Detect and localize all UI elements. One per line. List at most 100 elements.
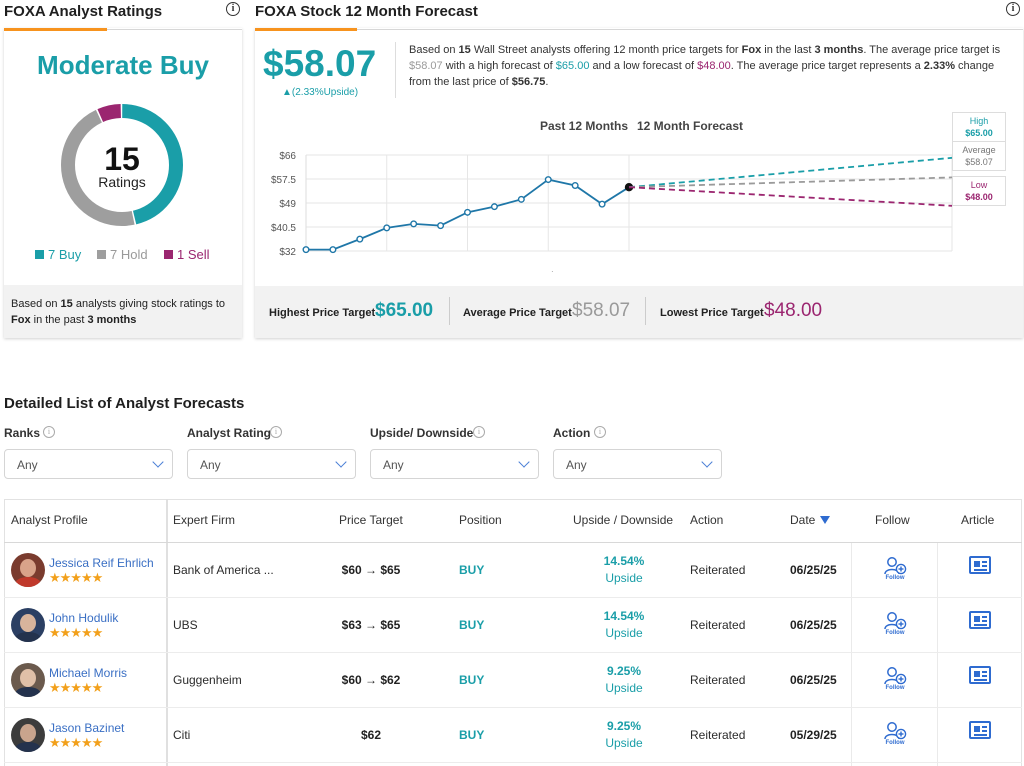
y-tick-label: $49 xyxy=(279,199,296,210)
avg-label: Average xyxy=(962,145,996,155)
legend-sell: 1 Sell xyxy=(164,247,210,262)
price-point xyxy=(571,181,579,189)
desc-company: Fox xyxy=(741,44,762,56)
x-tick-month: May xyxy=(943,271,962,272)
action: Reiterated xyxy=(690,563,746,577)
follow-user-icon xyxy=(884,612,907,630)
forecast-low-line xyxy=(628,186,953,207)
desc-analysts: 15 xyxy=(458,44,471,56)
filter-label-action: Action xyxy=(553,426,591,440)
chevron-down-icon xyxy=(335,456,347,468)
desc-text: . xyxy=(545,76,549,88)
y-tick-label: $40.5 xyxy=(271,223,296,234)
date: 06/25/25 xyxy=(790,618,837,632)
header-date[interactable]: Date xyxy=(790,513,816,527)
action: Reiterated xyxy=(690,728,746,742)
avatar[interactable] xyxy=(11,608,45,642)
expert-firm[interactable]: Bank of America ... xyxy=(173,563,274,577)
desc-text: . The average price target represents a xyxy=(730,60,921,72)
price-point xyxy=(517,195,525,203)
consensus-rating: Moderate Buy xyxy=(37,50,209,80)
price-target: $62 xyxy=(360,728,382,742)
date: 06/25/25 xyxy=(790,673,837,687)
info-icon[interactable]: i xyxy=(270,426,282,438)
average-price: $58.07 xyxy=(263,43,377,84)
avatar[interactable] xyxy=(11,553,45,587)
desc-months: 3 months xyxy=(814,44,864,56)
filter-label-ranks: Ranks xyxy=(4,426,41,440)
header-price-target[interactable]: Price Target xyxy=(339,513,403,527)
desc-last-price: $56.75 xyxy=(511,76,546,88)
filter-updown-dropdown[interactable]: Any xyxy=(370,449,539,479)
avatar[interactable] xyxy=(11,663,45,697)
legend-hold-label: 7 Hold xyxy=(110,247,148,262)
star-rating: ★★★★★ xyxy=(49,570,103,585)
filter-action-value: Any xyxy=(566,458,587,472)
forecast-panel-accent xyxy=(255,28,357,31)
row-divider xyxy=(4,652,1022,653)
low-label-box: Low $48.00 xyxy=(952,176,1006,206)
follow-label: Follow xyxy=(885,740,905,746)
article-icon[interactable] xyxy=(969,611,991,629)
detail-title: Detailed List of Analyst Forecasts xyxy=(4,395,245,412)
expert-firm[interactable]: Citi xyxy=(173,728,191,742)
info-icon[interactable]: i xyxy=(1006,2,1020,16)
price-point xyxy=(490,203,498,211)
forecast-panel-accent-line xyxy=(357,29,1023,30)
avatar[interactable] xyxy=(11,718,45,752)
follow-button[interactable]: Follow xyxy=(882,666,908,694)
info-icon[interactable]: i xyxy=(594,426,606,438)
forecast-table xyxy=(4,499,1022,766)
filter-ranks-dropdown[interactable]: Any xyxy=(4,449,173,479)
follow-button[interactable]: Follow xyxy=(882,611,908,639)
header-upside-downside[interactable]: Upside / Downside xyxy=(573,513,674,527)
table-row xyxy=(4,653,1022,708)
analyst-name[interactable]: Jessica Reif Ehrlich xyxy=(49,556,154,570)
forecast-chart: $66$57.5$49$40.5$32Aug2024Nov2024Feb2025… xyxy=(271,151,962,272)
follow-button[interactable]: Follow xyxy=(882,556,908,584)
article-icon[interactable] xyxy=(969,556,991,574)
x-tick-month: Nov xyxy=(459,271,477,272)
info-icon[interactable]: i xyxy=(43,426,55,438)
footer-text: Based on xyxy=(11,298,58,310)
desc-avg: $58.07 xyxy=(409,60,443,72)
forecast-average-line xyxy=(628,176,953,189)
price-targets-bar: Highest Price Target $65.00 Average Pric… xyxy=(255,286,1023,338)
forecast-panel: $58.07 ▲(2.33%Upside) Based on 15 Wall S… xyxy=(255,28,1023,338)
header-position[interactable]: Position xyxy=(459,513,502,527)
analyst-name[interactable]: Jason Bazinet xyxy=(49,721,125,735)
expert-firm[interactable]: Guggenheim xyxy=(173,673,242,687)
price-point xyxy=(598,200,606,208)
position: BUY xyxy=(459,618,485,632)
info-icon[interactable]: i xyxy=(473,426,485,438)
header-action[interactable]: Action xyxy=(690,513,724,527)
x-tick-month: Feb xyxy=(540,271,558,272)
ratings-donut xyxy=(61,104,183,226)
upside-percent: 14.54% xyxy=(603,609,645,623)
profile-column-divider xyxy=(166,499,168,766)
avg-value: $58.07 xyxy=(965,157,993,167)
upside-direction: Upside xyxy=(605,736,643,750)
follow-button[interactable]: Follow xyxy=(882,721,908,749)
follow-user-icon xyxy=(884,557,907,575)
donut-segments xyxy=(61,104,183,226)
upside-percent: ▲(2.33%Upside) xyxy=(282,87,359,98)
high-label: High xyxy=(969,116,989,126)
filter-rating-dropdown[interactable]: Any xyxy=(187,449,356,479)
header-expert-firm[interactable]: Expert Firm xyxy=(173,513,236,527)
article-icon[interactable] xyxy=(969,666,991,684)
chevron-down-icon xyxy=(518,456,530,468)
chevron-down-icon xyxy=(701,456,713,468)
info-icon[interactable]: i xyxy=(226,2,240,16)
chart-label-forecast: 12 Month Forecast xyxy=(637,119,744,133)
article-icon[interactable] xyxy=(969,721,991,739)
expert-firm[interactable]: UBS xyxy=(173,618,198,632)
desc-low: $48.00 xyxy=(697,60,731,72)
filter-action-dropdown[interactable]: Any xyxy=(553,449,722,479)
analyst-name[interactable]: Michael Morris xyxy=(49,666,128,680)
lowest-target-value: $48.00 xyxy=(764,300,823,321)
analyst-name[interactable]: John Hodulik xyxy=(49,611,119,625)
sort-desc-icon[interactable] xyxy=(820,516,830,524)
price-point xyxy=(410,220,418,228)
legend-buy: 7 Buy xyxy=(35,247,81,262)
